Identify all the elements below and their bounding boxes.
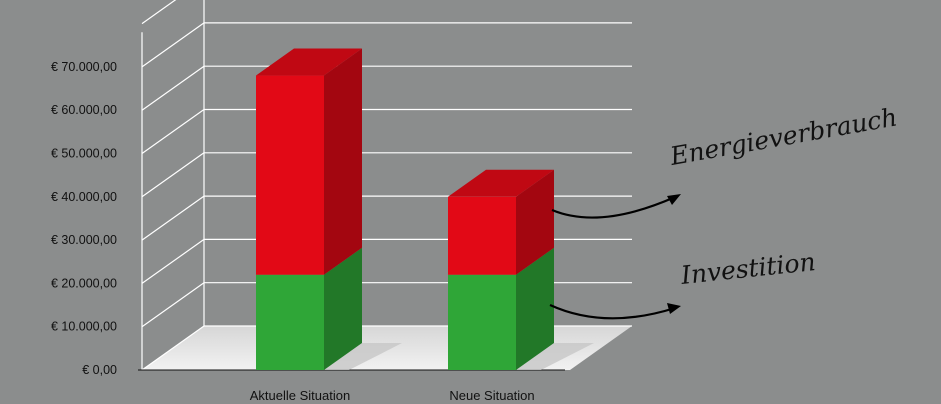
gridline-diagonal bbox=[141, 109, 205, 154]
bar-shadow bbox=[516, 343, 594, 370]
gridline-diagonal bbox=[141, 282, 205, 328]
x-category-label: Aktuelle Situation bbox=[250, 388, 350, 403]
legend-label-investition: Investition bbox=[679, 247, 817, 290]
gridline-diagonal bbox=[141, 22, 205, 68]
gridline-diagonal bbox=[141, 238, 205, 284]
bar-side-face bbox=[324, 48, 362, 275]
bar-shadow bbox=[324, 343, 402, 370]
arrow-head-investition bbox=[667, 303, 681, 314]
gridline-diagonal bbox=[141, 65, 205, 111]
arrow-energieverbrauch bbox=[551, 195, 676, 219]
gridline-diagonal bbox=[141, 0, 177, 25]
bar-side-face bbox=[516, 247, 554, 370]
bar-top-face bbox=[256, 48, 362, 76]
bar-top-face bbox=[448, 169, 554, 197]
x-category-label: Neue Situation bbox=[449, 388, 534, 403]
y-tick-label: € 50.000,00 bbox=[51, 147, 117, 161]
arrow-head-energieverbrauch bbox=[667, 194, 681, 205]
legend-label-energieverbrauch: Energieverbrauch bbox=[667, 102, 899, 171]
y-tick-label: € 10.000,00 bbox=[51, 320, 117, 334]
bar-side-face bbox=[516, 169, 554, 275]
y-tick-label: € 70.000,00 bbox=[51, 60, 117, 74]
y-tick-label: € 60.000,00 bbox=[51, 103, 117, 117]
bar-side-face bbox=[324, 247, 362, 370]
gridline-diagonal bbox=[141, 325, 205, 371]
gridline-diagonal bbox=[141, 152, 205, 198]
gridline-diagonal bbox=[141, 195, 205, 241]
bar-segment-energieverbrauch bbox=[256, 75, 324, 275]
y-tick-label: € 20.000,00 bbox=[51, 276, 117, 290]
y-tick-label: € 0,00 bbox=[82, 363, 117, 377]
bar-segment-investition bbox=[448, 274, 516, 370]
y-tick-label: € 30.000,00 bbox=[51, 233, 117, 247]
bar-segment-investition bbox=[256, 274, 324, 370]
bar-segment-energieverbrauch bbox=[448, 196, 516, 275]
arrow-investition bbox=[549, 303, 676, 320]
y-tick-label: € 40.000,00 bbox=[51, 190, 117, 204]
